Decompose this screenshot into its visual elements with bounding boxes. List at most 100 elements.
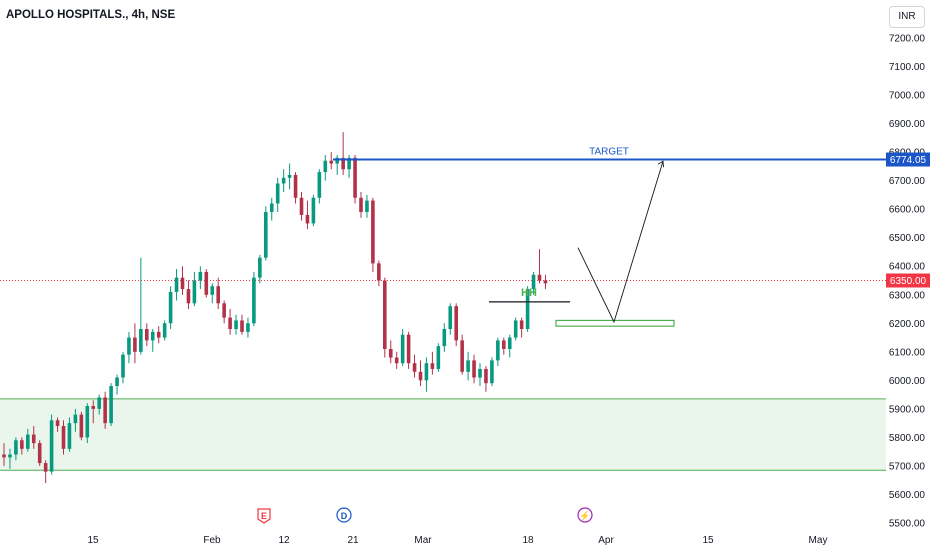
candle-body bbox=[168, 291, 173, 324]
candle-body bbox=[127, 337, 131, 355]
candle-body bbox=[478, 368, 482, 378]
candle-body bbox=[365, 200, 369, 213]
candle-body bbox=[150, 331, 155, 341]
candle-body bbox=[299, 197, 304, 215]
candle-body bbox=[115, 377, 119, 387]
candle-body bbox=[240, 320, 244, 332]
candle-body bbox=[293, 174, 298, 198]
candle-body bbox=[269, 203, 274, 213]
candle-body bbox=[412, 363, 417, 372]
candle-body bbox=[406, 334, 411, 364]
candle-body bbox=[436, 346, 441, 369]
y-tick-label: 6300.00 bbox=[889, 290, 926, 301]
candle-body bbox=[543, 280, 548, 284]
candle-body bbox=[180, 277, 185, 290]
x-tick-label: 21 bbox=[347, 535, 359, 546]
target-label: TARGET bbox=[589, 147, 629, 158]
candle-body bbox=[513, 320, 518, 338]
candle-body bbox=[204, 271, 209, 295]
x-tick-label: Feb bbox=[203, 535, 221, 546]
candle-body bbox=[335, 157, 339, 164]
x-tick-label: 12 bbox=[278, 535, 290, 546]
candle-body bbox=[156, 331, 161, 338]
candle-body bbox=[103, 397, 107, 424]
demand-zone bbox=[0, 398, 886, 471]
candle-body bbox=[228, 317, 232, 329]
candle-body bbox=[216, 286, 220, 304]
candle-body bbox=[258, 257, 262, 278]
y-tick-label: 6700.00 bbox=[889, 176, 926, 187]
candle-body bbox=[305, 214, 310, 224]
candle-body bbox=[490, 360, 494, 384]
candle-body bbox=[371, 200, 375, 264]
target-price-label: 6774.05 bbox=[890, 155, 927, 166]
candle-body bbox=[353, 157, 357, 198]
candle-body bbox=[424, 363, 429, 381]
candle-body bbox=[281, 177, 286, 184]
y-tick-label: 7200.00 bbox=[889, 34, 926, 45]
candle-body bbox=[383, 280, 387, 349]
candle-body bbox=[341, 157, 345, 170]
current-price-label: 6350.00 bbox=[890, 276, 927, 287]
candle-body bbox=[275, 183, 280, 204]
candle-body bbox=[26, 434, 30, 449]
earnings-event-icon bbox=[257, 508, 271, 524]
y-tick-label: 6000.00 bbox=[889, 376, 926, 387]
candle-body bbox=[430, 363, 435, 369]
candle-body bbox=[198, 271, 203, 281]
candle-body bbox=[234, 320, 238, 329]
candle-body bbox=[484, 368, 488, 384]
y-tick-label: 6600.00 bbox=[889, 205, 926, 216]
candle-body bbox=[55, 420, 60, 426]
candle-body bbox=[43, 463, 48, 472]
candle-body bbox=[31, 434, 36, 444]
event-label: E bbox=[261, 511, 267, 521]
event-label: ⚡ bbox=[579, 510, 590, 522]
candle-body bbox=[192, 280, 197, 304]
candle-body bbox=[311, 197, 316, 224]
currency-selector[interactable]: INR bbox=[889, 6, 925, 28]
candle-body bbox=[61, 426, 66, 449]
candle-body bbox=[531, 274, 536, 290]
event-label: D bbox=[341, 511, 348, 521]
candle-body bbox=[502, 340, 506, 349]
y-tick-label: 6200.00 bbox=[889, 319, 926, 330]
candle-body bbox=[347, 157, 351, 170]
candle-body bbox=[49, 420, 54, 472]
projection-arrowhead bbox=[657, 160, 664, 168]
candle-body bbox=[210, 286, 215, 295]
candle-body bbox=[466, 360, 470, 372]
y-tick-label: 6400.00 bbox=[889, 262, 926, 273]
candle-body bbox=[37, 443, 42, 464]
candle-body bbox=[85, 406, 90, 438]
dividend-event-icon bbox=[336, 507, 352, 523]
candle-body bbox=[91, 406, 96, 409]
y-tick-label: 7100.00 bbox=[889, 62, 926, 73]
y-tick-label: 6100.00 bbox=[889, 347, 926, 358]
candle-body bbox=[394, 357, 399, 364]
x-tick-label: Apr bbox=[598, 535, 614, 546]
candle-body bbox=[139, 329, 143, 352]
y-tick-label: 5700.00 bbox=[889, 461, 926, 472]
candle-body bbox=[73, 414, 78, 424]
candle-body bbox=[79, 414, 84, 438]
candle-body bbox=[2, 454, 6, 458]
candle-body bbox=[359, 197, 363, 213]
candle-body bbox=[377, 263, 381, 281]
y-tick-label: 5900.00 bbox=[889, 404, 926, 415]
candle-body bbox=[460, 340, 464, 372]
projection-path bbox=[577, 161, 664, 324]
y-tick-label: 7000.00 bbox=[889, 91, 926, 102]
candle-body bbox=[264, 212, 268, 258]
y-tick-label: 6500.00 bbox=[889, 233, 926, 244]
y-tick-label: 6900.00 bbox=[889, 119, 926, 130]
candle-body bbox=[287, 174, 292, 178]
support-box bbox=[555, 319, 675, 327]
candle-body bbox=[162, 323, 167, 338]
x-tick-label: 15 bbox=[702, 535, 714, 546]
candle-body bbox=[400, 334, 405, 364]
candle-body bbox=[329, 160, 334, 164]
candle-body bbox=[246, 323, 250, 332]
candle-body bbox=[222, 303, 226, 318]
